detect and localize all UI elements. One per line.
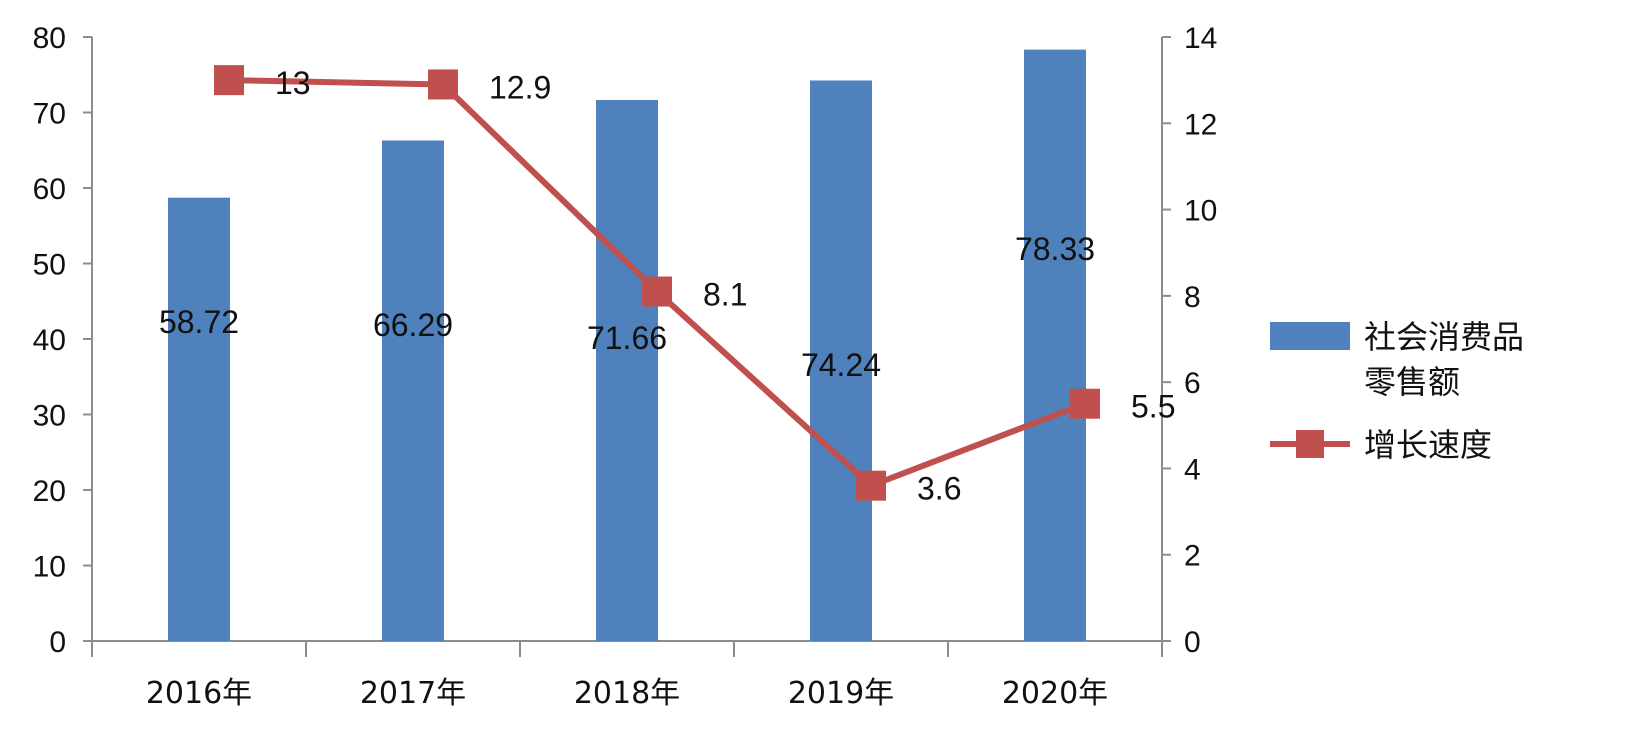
y-right-tick-label: 10 (1184, 195, 1217, 228)
x-tick-label: 2017年 (360, 676, 466, 711)
y-left-tick-label: 30 (33, 400, 66, 433)
bar (1024, 49, 1086, 641)
legend-line-marker (1296, 430, 1324, 458)
line-data-label: 13 (275, 65, 311, 101)
y-right-tick-label: 8 (1184, 281, 1201, 314)
line-marker (214, 65, 244, 96)
bar-data-label: 58.72 (159, 304, 239, 340)
axes-group: 0 10 20 30 40 50 60 70 80 0 2 4 6 8 10 12 14 2016年 2017年 20… (33, 22, 1218, 711)
legend-line-label: 增长速度 (1364, 426, 1492, 464)
bar-data-label: 66.29 (373, 307, 453, 343)
line-data-label: 3.6 (917, 471, 961, 507)
y-right-tick-label: 0 (1184, 626, 1201, 659)
y-left-tick-label: 0 (49, 626, 66, 659)
y-right-tick-label: 12 (1184, 108, 1217, 141)
bar (596, 99, 658, 642)
line-marker (1070, 388, 1100, 419)
y-right-tick-label: 14 (1184, 22, 1217, 55)
y-left-tick-label: 50 (33, 249, 66, 282)
line-series-group (214, 65, 1100, 501)
y-right-tick-label: 2 (1184, 540, 1201, 573)
x-tick-label: 2019年 (788, 676, 894, 711)
y-right-tick-label: 4 (1184, 453, 1201, 486)
line-labels-group: 13 12.9 8.1 3.6 5.5 (275, 65, 1175, 507)
line-data-label: 12.9 (489, 69, 551, 105)
bar-data-label: 74.24 (801, 347, 881, 383)
bar (168, 197, 230, 641)
line-data-label: 5.5 (1131, 389, 1175, 425)
x-tick-label: 2018年 (574, 676, 680, 711)
legend-bar-swatch (1270, 322, 1350, 350)
y-left-tick-label: 10 (33, 551, 66, 584)
line-marker (642, 276, 672, 307)
bar (382, 140, 444, 641)
bar (810, 80, 872, 642)
line-data-label: 8.1 (703, 277, 747, 313)
y-left-tick-label: 80 (33, 22, 66, 55)
y-left-tick-label: 20 (33, 475, 66, 508)
legend-bar-label-line1: 社会消费品 (1364, 318, 1524, 356)
x-tick-label: 2020年 (1002, 676, 1108, 711)
y-left-tick-label: 40 (33, 324, 66, 357)
y-left-tick-label: 70 (33, 98, 66, 131)
line-marker (856, 470, 886, 501)
x-tick-label: 2016年 (146, 676, 252, 711)
bars-group (168, 49, 1086, 642)
y-right-tick-label: 6 (1184, 367, 1201, 400)
bar-data-label: 78.33 (1015, 231, 1095, 267)
legend-bar-label-line2: 零售额 (1364, 363, 1460, 401)
line-marker (428, 69, 458, 100)
bar-data-label: 71.66 (587, 320, 667, 356)
bar-labels-group: 58.72 66.29 71.66 74.24 78.33 (159, 231, 1095, 383)
y-left-tick-label: 60 (33, 173, 66, 206)
